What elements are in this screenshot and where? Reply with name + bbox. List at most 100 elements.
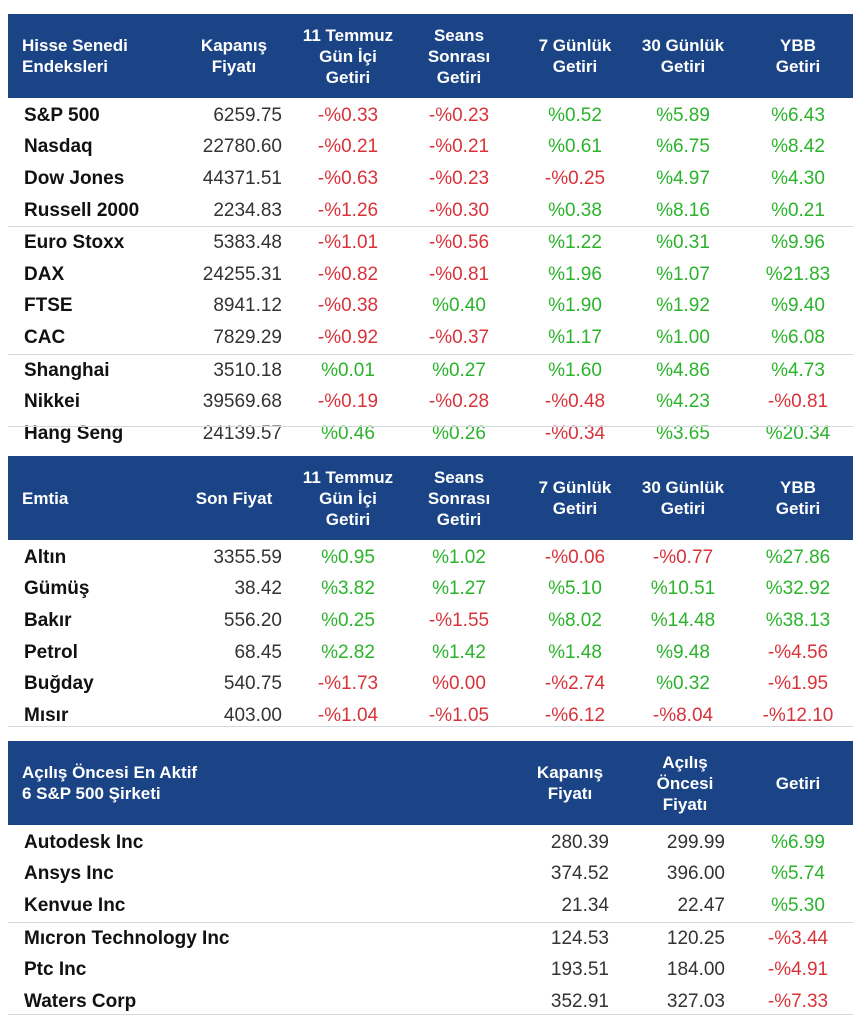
table-row: Buğday 540.75 -%1.73 %0.00 -%2.74 %0.32 -%1.95 xyxy=(8,668,853,700)
return-cell: %3.82 xyxy=(321,578,375,600)
price-cell: 403.00 xyxy=(223,704,282,726)
return-cell: -%4.56 xyxy=(767,641,829,663)
table-row: Kenvue Inc 21.34 22.47 %5.30 xyxy=(8,890,853,922)
return-cell: %4.97 xyxy=(656,167,710,189)
return-cell: %6.99 xyxy=(771,831,825,853)
table-row: Bakır 556.20 %0.25 -%1.55 %8.02 %14.48 %38.13 xyxy=(8,605,853,637)
column-header: Emtia xyxy=(22,488,69,508)
row-label: Autodesk Inc xyxy=(24,831,144,853)
commodities-header: Emtia Son Fiyat 11 Temmuz Gün İçi Getiri Se… xyxy=(8,456,853,540)
return-cell: -%1.73 xyxy=(317,673,379,695)
row-label: Mısır xyxy=(24,704,69,726)
column-header: 30 Günlük Getiri xyxy=(641,478,725,518)
price-cell: 22.47 xyxy=(677,894,725,916)
return-cell: %1.27 xyxy=(432,578,486,600)
return-cell: -%1.26 xyxy=(317,199,379,221)
return-cell: %1.96 xyxy=(548,263,602,285)
return-cell: -%0.21 xyxy=(317,136,379,158)
return-cell: %38.13 xyxy=(765,609,831,631)
row-label: Euro Stoxx xyxy=(24,232,125,254)
table-row: Petrol 68.45 %2.82 %1.42 %1.48 %9.48 -%4.56 xyxy=(8,637,853,669)
return-cell: %0.31 xyxy=(656,232,710,254)
return-cell: -%0.92 xyxy=(317,326,379,348)
price-cell: 39569.68 xyxy=(202,391,282,413)
column-header: Getiri xyxy=(775,773,821,793)
price-cell: 299.99 xyxy=(666,831,725,853)
row-label: S&P 500 xyxy=(24,104,100,126)
table-row: Autodesk Inc 280.39 299.99 %6.99 xyxy=(8,827,853,859)
price-cell: 38.42 xyxy=(234,578,282,600)
return-cell: %4.86 xyxy=(656,359,710,381)
table-bottom-rule xyxy=(8,726,853,727)
price-cell: 396.00 xyxy=(666,863,725,885)
column-header: YBB Getiri xyxy=(775,478,821,518)
column-header: 11 Temmuz Gün İçi Getiri xyxy=(302,467,394,529)
return-cell: -%0.81 xyxy=(428,263,490,285)
row-label: Dow Jones xyxy=(24,167,125,189)
table-row: Euro Stoxx 5383.48 -%1.01 -%0.56 %1.22 %0.31%… xyxy=(8,226,853,259)
return-cell: -%1.04 xyxy=(317,704,379,726)
return-cell: %6.75 xyxy=(656,136,710,158)
return-cell: -%4.91 xyxy=(767,959,829,981)
return-cell: %0.26 xyxy=(432,422,486,444)
row-label: Mıcron Technology Inc xyxy=(24,927,230,949)
column-header: Kapanış Fiyatı xyxy=(200,36,268,76)
price-cell: 540.75 xyxy=(223,673,282,695)
return-cell: %5.89 xyxy=(656,104,710,126)
stock-indices-table: Hisse Senedi Endeksleri Kapanış Fiyatı 11 … xyxy=(8,14,853,450)
return-cell: -%12.10 xyxy=(762,704,834,726)
price-cell: 68.45 xyxy=(234,641,282,663)
price-cell: 280.39 xyxy=(550,831,609,853)
column-header: 30 Günlük Getiri xyxy=(641,36,725,76)
column-header: Açılış Öncesi En Aktif 6 S&P 500 Şirketi xyxy=(22,763,198,803)
return-cell: %1.02 xyxy=(432,546,486,568)
return-cell: %0.52 xyxy=(548,104,602,126)
return-cell: %1.00 xyxy=(656,326,710,348)
return-cell: %0.27 xyxy=(432,359,486,381)
return-cell: -%0.06 xyxy=(544,546,606,568)
price-cell: 5383.48 xyxy=(213,232,282,254)
return-cell: %4.30 xyxy=(771,167,825,189)
return-cell: %1.42 xyxy=(432,641,486,663)
return-cell: %1.07 xyxy=(656,263,710,285)
return-cell: %9.48 xyxy=(656,641,710,663)
column-header: Son Fiyat xyxy=(195,488,273,508)
premarket-most-active-table: Açılış Öncesi En Aktif 6 S&P 500 Şirketi… xyxy=(8,741,853,1018)
return-cell: -%0.19 xyxy=(317,391,379,413)
return-cell: -%1.55 xyxy=(428,609,490,631)
return-cell: -%0.77 xyxy=(652,546,714,568)
table-bottom-rule xyxy=(8,426,853,427)
premarket-header: Açılış Öncesi En Aktif 6 S&P 500 Şirketi… xyxy=(8,741,853,825)
return-cell: %0.61 xyxy=(548,136,602,158)
table-row: Ansys Inc 374.52 396.00 %5.74 xyxy=(8,859,853,891)
price-cell: 184.00 xyxy=(666,959,725,981)
row-label: Ptc Inc xyxy=(24,959,87,981)
return-cell: %2.82 xyxy=(321,641,375,663)
row-label: Russell 2000 xyxy=(24,199,140,221)
price-cell: 2234.83 xyxy=(213,199,282,221)
return-cell: %10.51 xyxy=(650,578,716,600)
return-cell: %0.38 xyxy=(548,199,602,221)
return-cell: %1.60 xyxy=(548,359,602,381)
price-cell: 556.20 xyxy=(223,609,282,631)
price-cell: 3510.18 xyxy=(213,359,282,381)
price-cell: 22780.60 xyxy=(202,136,282,158)
column-header: Açılış Öncesi Fiyatı xyxy=(656,752,714,814)
return-cell: %0.21 xyxy=(771,199,825,221)
row-label: Waters Corp xyxy=(24,990,137,1012)
return-cell: -%0.30 xyxy=(428,199,490,221)
return-cell: -%0.28 xyxy=(428,391,490,413)
row-label: Bakır xyxy=(24,609,72,631)
return-cell: -%0.34 xyxy=(544,422,606,444)
return-cell: %0.32 xyxy=(656,673,710,695)
table-row: Mısır 403.00 -%1.04 -%1.05 -%6.12 -%8.04 -%12.… xyxy=(8,700,853,732)
table-row: Ptc Inc 193.51 184.00 -%4.91 xyxy=(8,954,853,986)
row-label: Shanghai xyxy=(24,359,110,381)
return-cell: %0.25 xyxy=(321,609,375,631)
price-cell: 193.51 xyxy=(550,959,609,981)
row-label: FTSE xyxy=(24,295,73,317)
return-cell: %4.23 xyxy=(656,391,710,413)
price-cell: 352.91 xyxy=(550,990,609,1012)
return-cell: -%0.48 xyxy=(544,391,606,413)
row-label: Ansys Inc xyxy=(24,863,114,885)
